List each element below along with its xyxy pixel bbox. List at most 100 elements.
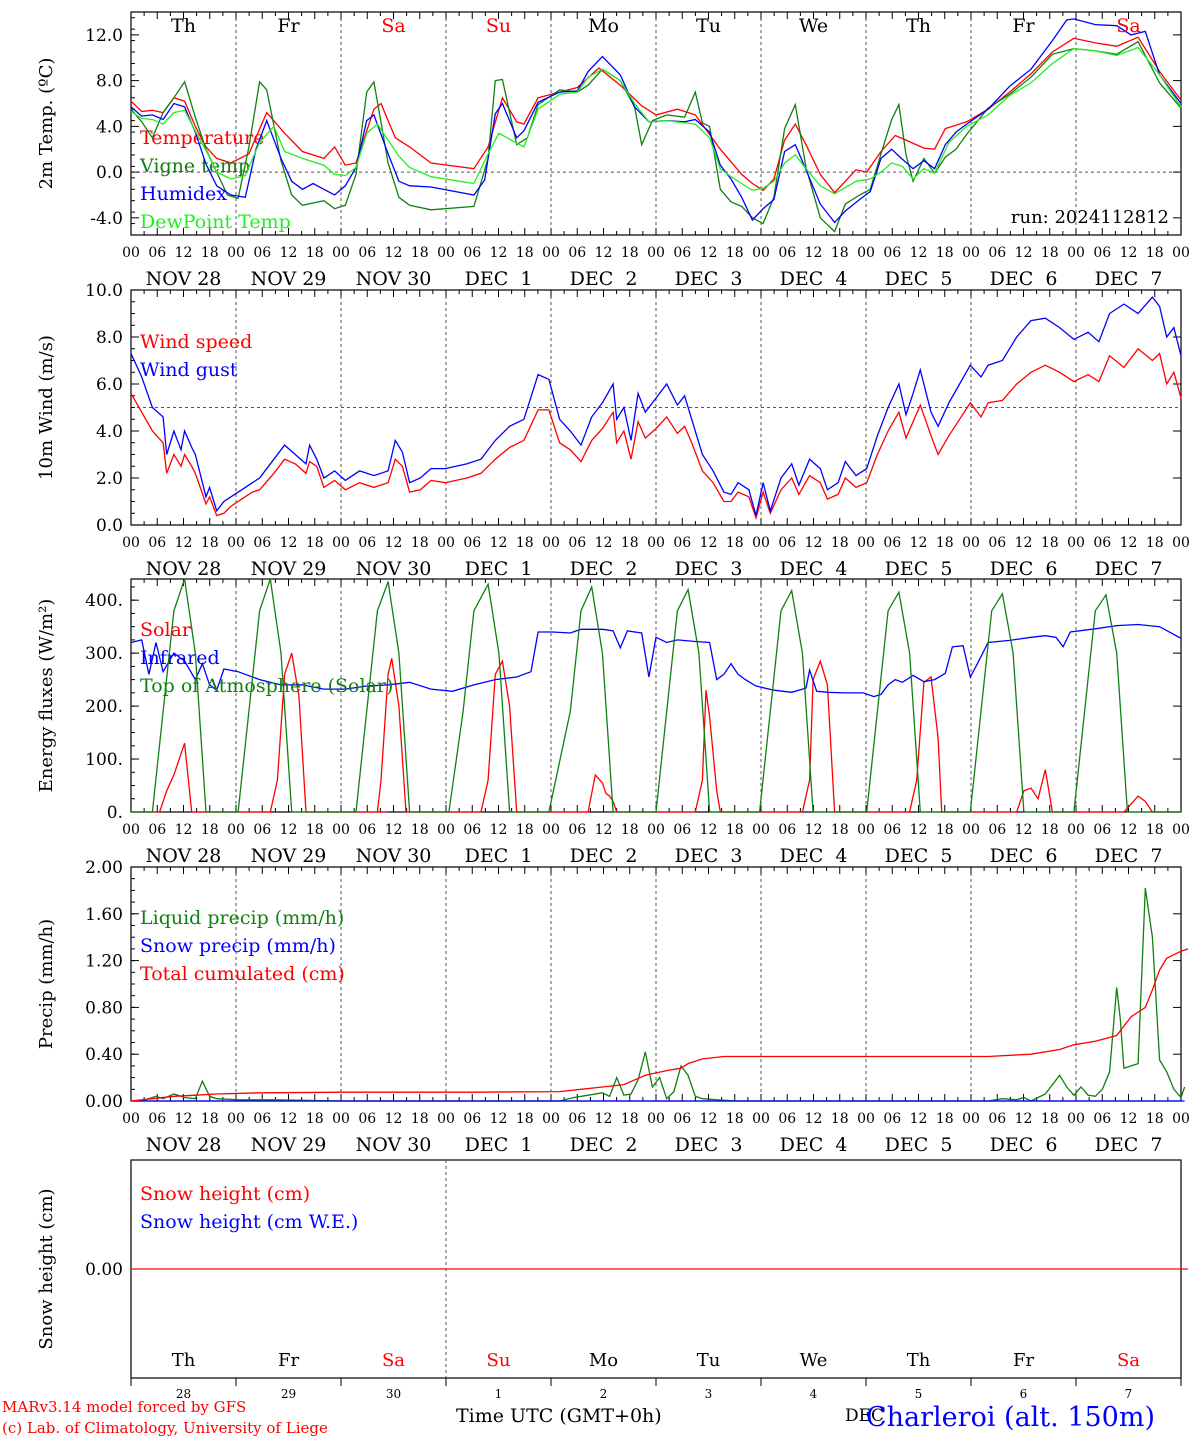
day-name: We <box>799 15 828 37</box>
hour-label: 18 <box>936 1111 954 1127</box>
hour-label: 00 <box>857 822 875 838</box>
hour-label: 18 <box>621 535 639 551</box>
month-label: DEC <box>845 1406 885 1426</box>
date-label: DEC 3 <box>675 558 743 580</box>
hour-label: 00 <box>437 1111 455 1127</box>
day-number: 3 <box>705 1387 713 1401</box>
hour-label: 06 <box>463 822 481 838</box>
hour-label: 00 <box>962 245 980 261</box>
hour-label: 00 <box>1172 822 1190 838</box>
day-number: 29 <box>281 1387 296 1401</box>
day-name: Sa <box>1117 1350 1140 1371</box>
legend-entry: Snow precip (mm/h) <box>140 935 336 957</box>
panel-4: 2.00 1.60 1.20 0.80 0.40 0.00 Precip (mm/h) Liq… <box>36 858 1190 1156</box>
hour-label: 18 <box>831 1111 849 1127</box>
series-line <box>130 347 1182 521</box>
hour-label: 12 <box>1120 1111 1138 1127</box>
hour-label: 06 <box>1093 822 1111 838</box>
hour-label: 06 <box>1093 245 1111 261</box>
hour-label: 18 <box>936 822 954 838</box>
hour-label: 06 <box>463 245 481 261</box>
day-name: Fr <box>1012 15 1035 37</box>
hour-label: 06 <box>778 822 796 838</box>
hour-label: 18 <box>726 245 744 261</box>
hour-label: 00 <box>857 1111 875 1127</box>
model-credit: MARv3.14 model forced by GFS <box>2 1398 247 1416</box>
hour-label: 06 <box>673 245 691 261</box>
hour-label: 06 <box>253 1111 271 1127</box>
date-label: NOV 30 <box>356 1134 432 1156</box>
day-name: Tu <box>697 1350 721 1371</box>
date-label: NOV 29 <box>251 558 327 580</box>
hour-label: 12 <box>700 245 718 261</box>
plot-frame <box>130 11 1182 236</box>
hour-label: 00 <box>542 245 560 261</box>
hour-label: 00 <box>332 535 350 551</box>
date-label: DEC 5 <box>885 845 953 867</box>
hour-label: 00 <box>227 535 245 551</box>
day-name: Th <box>172 1350 196 1371</box>
hour-label: 12 <box>490 1111 508 1127</box>
date-label: DEC 4 <box>780 845 848 867</box>
hour-label: 12 <box>910 535 928 551</box>
y-tick-label: 2.0 <box>96 469 123 489</box>
date-label: DEC 3 <box>675 845 743 867</box>
hour-label: 06 <box>988 245 1006 261</box>
date-label: NOV 29 <box>251 268 327 290</box>
hour-label: 06 <box>463 1111 481 1127</box>
hour-label: 06 <box>568 535 586 551</box>
hour-label: 06 <box>358 245 376 261</box>
hour-label: 00 <box>227 1111 245 1127</box>
hour-label: 12 <box>1015 822 1033 838</box>
hour-label: 00 <box>542 822 560 838</box>
panel-1: 12.08.04.00.0-4.02m Temp. (ºC) Temperatur… <box>36 11 1190 290</box>
legend-entry: Wind gust <box>140 359 238 381</box>
hour-label: 18 <box>1146 1111 1164 1127</box>
date-label: DEC 3 <box>675 268 743 290</box>
hour-label: 00 <box>1067 245 1085 261</box>
hour-label: 12 <box>1120 245 1138 261</box>
hour-label: 00 <box>227 245 245 261</box>
day-number: 2 <box>600 1387 608 1401</box>
series-line <box>130 296 1182 516</box>
day-name: Mo <box>588 15 619 37</box>
hour-label: 06 <box>673 535 691 551</box>
panel-3: 400. 300. 200. 100. 0. Energy fluxes (W/m²) So… <box>36 578 1190 867</box>
hour-label: 12 <box>175 1111 193 1127</box>
y-tick-label: -4.0 <box>90 209 123 229</box>
hour-label: 18 <box>411 535 429 551</box>
hour-label: 06 <box>883 822 901 838</box>
legend-entry: Infrared <box>140 647 220 669</box>
y-axis-label: Precip (mm/h) <box>36 919 57 1049</box>
hour-label: 00 <box>1172 535 1190 551</box>
y-tick-label: 300. <box>85 644 123 664</box>
series-line <box>130 40 1182 233</box>
hour-label: 00 <box>1172 1111 1190 1127</box>
date-label: DEC 3 <box>675 1134 743 1156</box>
hour-label: 00 <box>647 535 665 551</box>
y-tick-label: 4.0 <box>96 422 123 442</box>
hour-label: 06 <box>148 822 166 838</box>
date-label: DEC 2 <box>570 845 638 867</box>
date-label: NOV 30 <box>356 558 432 580</box>
hour-label: 06 <box>988 535 1006 551</box>
y-tick-label: 1.20 <box>85 952 123 972</box>
date-label: DEC 5 <box>885 268 953 290</box>
hour-label: 18 <box>306 245 324 261</box>
day-number: 1 <box>495 1387 503 1401</box>
hour-label: 00 <box>752 1111 770 1127</box>
legend-entry: Total cumulated (cm) <box>140 963 345 985</box>
hour-label: 12 <box>490 535 508 551</box>
hour-label: 06 <box>1093 535 1111 551</box>
day-name: Th <box>171 15 196 37</box>
day-name: Su <box>486 15 511 37</box>
hour-label: 18 <box>516 1111 534 1127</box>
hour-label: 12 <box>280 245 298 261</box>
date-label: NOV 28 <box>146 845 222 867</box>
day-name: Sa <box>381 15 405 37</box>
date-label: DEC 1 <box>465 1134 533 1156</box>
legend-entry: Snow height (cm W.E.) <box>140 1211 358 1233</box>
hour-label: 18 <box>936 535 954 551</box>
day-number: 5 <box>915 1387 923 1401</box>
day-name: Fr <box>1013 1350 1034 1371</box>
